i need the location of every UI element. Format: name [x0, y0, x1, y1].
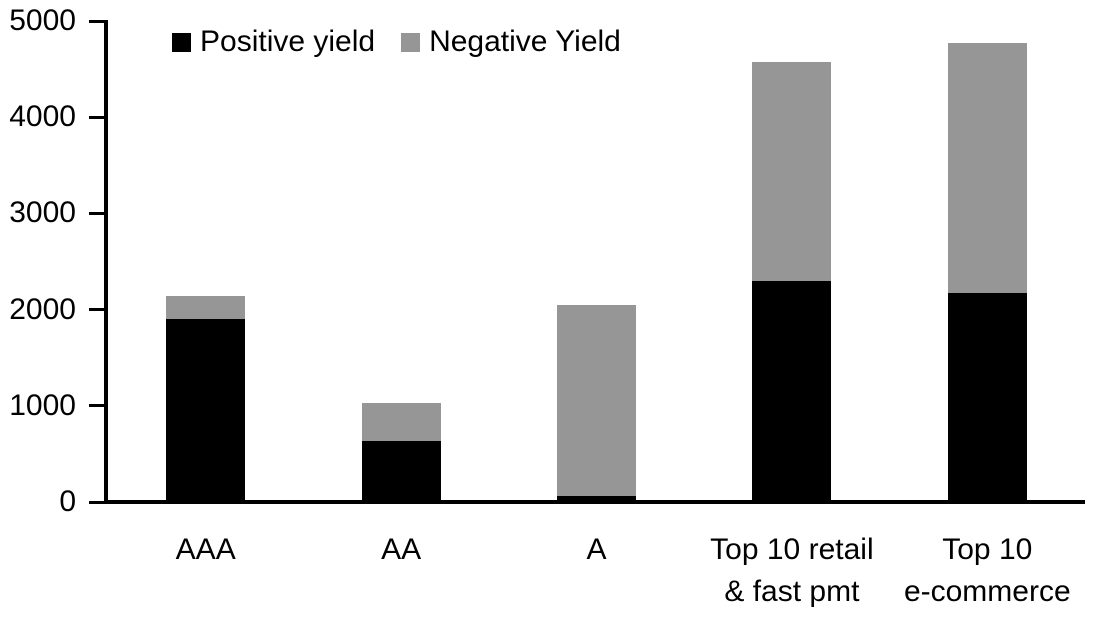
y-tick-mark: [89, 404, 104, 408]
x-category-label-line: AA: [381, 533, 422, 566]
y-tick-label: 0: [59, 485, 76, 518]
x-category-label: Top 10 retail & fast pmt: [662, 529, 922, 613]
y-tick-label: 2000: [9, 292, 76, 326]
legend-label-negative-yield: Negative Yield: [429, 25, 621, 58]
bar-a-positive: [557, 496, 636, 500]
y-tick-mark: [89, 500, 104, 504]
y-tick-mark: [89, 19, 104, 23]
bar-top-10-retail-fast-pmt-negative: [752, 62, 832, 281]
x-category-label-line: A: [586, 533, 607, 566]
bar-aaa-positive: [166, 319, 246, 500]
y-tick-mark: [89, 308, 104, 312]
y-axis-line: [104, 20, 108, 504]
legend-item-negative-yield: Negative Yield: [401, 25, 621, 58]
bar-aa-negative: [361, 403, 441, 441]
x-category-label-line: Top 10 retail: [710, 533, 874, 566]
x-category-label: AA: [271, 529, 531, 571]
y-tick-label: 3000: [9, 196, 76, 230]
bar-top-10-e-commerce-negative: [947, 43, 1027, 294]
legend-item-positive-yield: Positive yield: [172, 25, 376, 58]
x-category-label-line: AAA: [175, 533, 236, 566]
y-tick-mark: [89, 115, 104, 119]
bar-aa-positive: [361, 440, 441, 500]
legend-label-positive-yield: Positive yield: [200, 25, 376, 58]
bar-aaa-negative: [166, 296, 246, 320]
positive-yield-swatch: [172, 32, 191, 52]
x-axis-line: [104, 500, 1085, 504]
y-tick-mark: [89, 211, 104, 215]
x-category-label-line: e-commerce: [903, 575, 1071, 608]
x-category-label: AAA: [76, 529, 336, 571]
y-tick-label: 5000: [9, 4, 76, 37]
bar-a-negative: [557, 304, 636, 497]
legend: Positive yield Negative Yield: [172, 25, 621, 58]
x-category-label-line: Top 10: [942, 533, 1033, 566]
y-tick-label: 1000: [9, 388, 76, 422]
x-category-label: A: [467, 529, 727, 571]
x-category-label-line: & fast pmt: [724, 575, 860, 608]
bar-top-10-e-commerce-positive: [947, 293, 1027, 500]
y-tick-label: 4000: [9, 100, 76, 134]
negative-yield-swatch: [401, 32, 421, 52]
x-category-label: Top 10 e-commerce: [857, 529, 1102, 613]
bar-top-10-retail-fast-pmt-positive: [752, 280, 832, 500]
